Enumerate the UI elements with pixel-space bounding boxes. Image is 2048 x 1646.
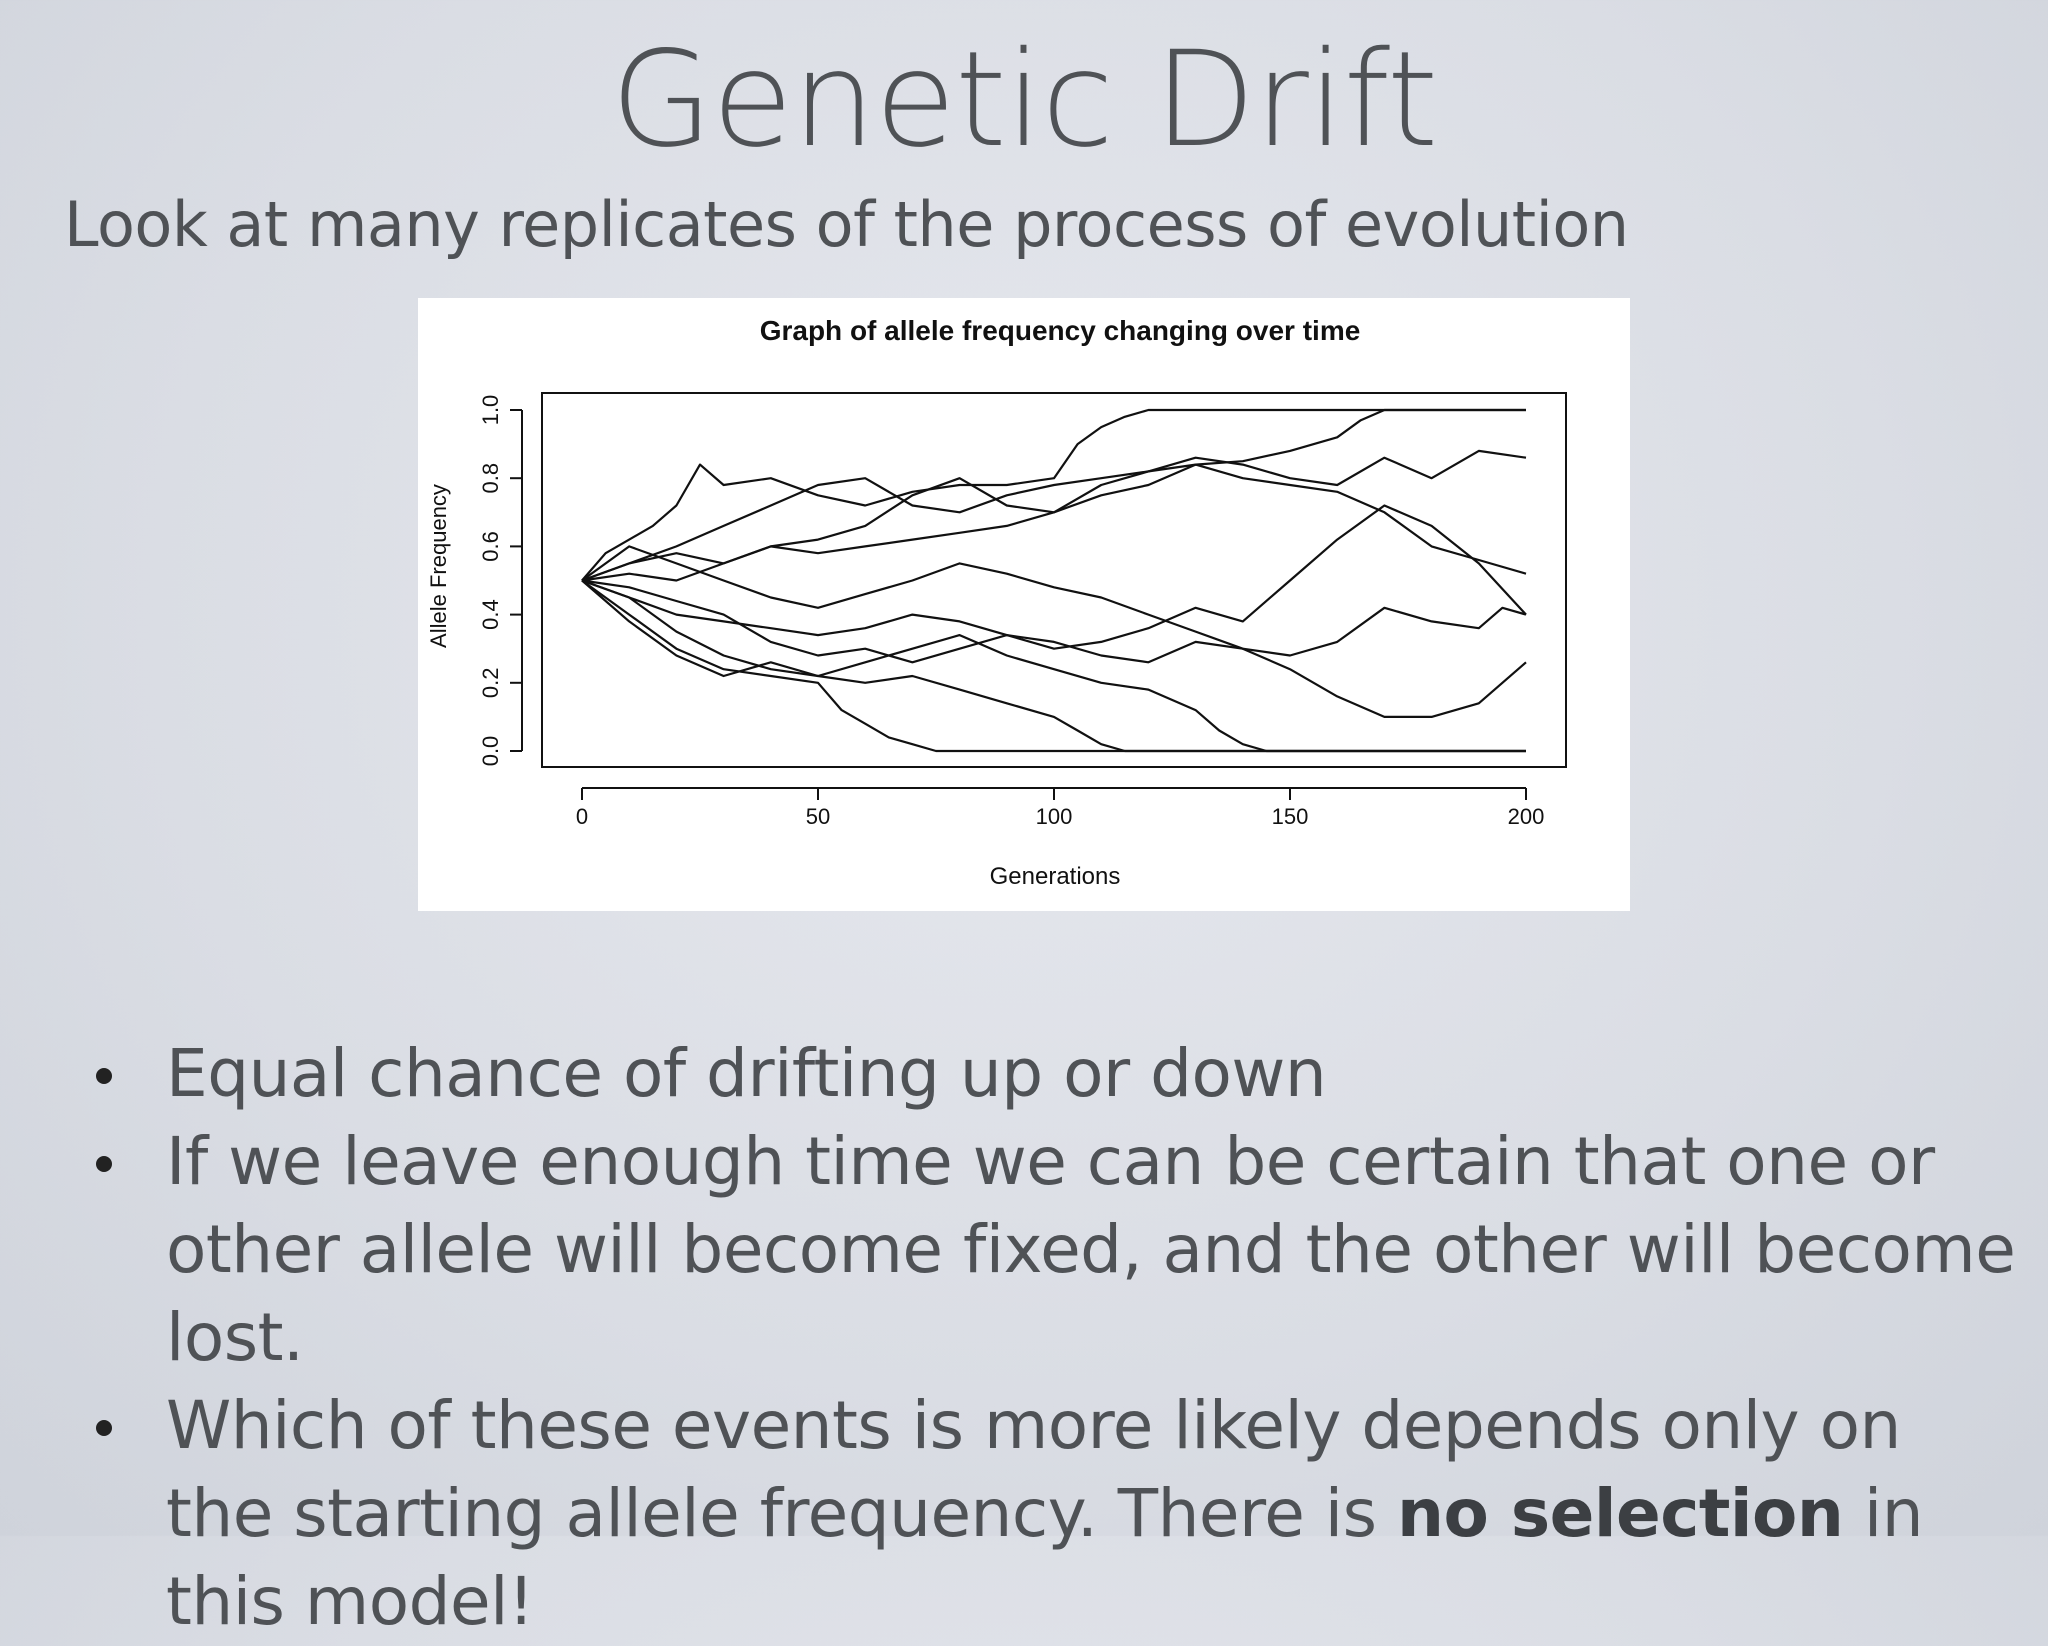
series-line-3	[581, 449, 1527, 582]
slide-title: Genetic Drift	[610, 23, 1439, 177]
series-group	[581, 408, 1527, 753]
axes-group: 0 50 100 150 200 0.0 0.2 0.4 0.6 0.8 1.0	[478, 395, 1544, 829]
chart-panel: Graph of allele frequency changing over …	[418, 298, 1630, 911]
x-tick-label: 0	[576, 804, 588, 829]
x-tick-label: 150	[1272, 804, 1309, 829]
y-tick-label: 1.0	[478, 395, 503, 426]
x-tick-label: 200	[1508, 804, 1545, 829]
x-tick-label: 100	[1036, 804, 1073, 829]
x-axis-label: Generations	[990, 863, 1121, 890]
bullet-list: Equal chance of drifting up or down If w…	[96, 1030, 2016, 1646]
series-line-1	[581, 408, 1526, 582]
series-line-7	[581, 579, 1527, 718]
y-tick-label: 0.8	[478, 463, 503, 494]
bullet-item: Equal chance of drifting up or down	[96, 1030, 2016, 1118]
series-line-9	[581, 579, 1526, 753]
y-axis-label: Allele Frequency	[426, 484, 451, 648]
series-line-8	[581, 579, 1526, 753]
series-line-5	[581, 545, 1527, 657]
bullet-text: If we leave enough time we can be certai…	[166, 1123, 2016, 1376]
bullet-item: If we leave enough time we can be certai…	[96, 1118, 2016, 1382]
series-line-10	[581, 579, 1526, 753]
bullet-text-bold: no selection	[1397, 1475, 1844, 1552]
allele-frequency-chart: Graph of allele frequency changing over …	[426, 315, 1567, 890]
y-tick-label: 0.6	[478, 531, 503, 562]
x-tick-label: 50	[806, 804, 830, 829]
y-tick-label: 0.2	[478, 668, 503, 699]
bullet-text: Equal chance of drifting up or down	[166, 1035, 1327, 1112]
slide-subtitle: Look at many replicates of the process o…	[64, 188, 1629, 261]
chart-title: Graph of allele frequency changing over …	[760, 315, 1361, 346]
plot-frame	[541, 392, 1567, 768]
bullet-item: Which of these events is more likely dep…	[96, 1382, 2016, 1646]
y-tick-label: 0.0	[478, 736, 503, 767]
y-tick-label: 0.4	[478, 599, 503, 630]
series-line-2	[581, 408, 1526, 582]
series-line-4	[581, 463, 1527, 582]
